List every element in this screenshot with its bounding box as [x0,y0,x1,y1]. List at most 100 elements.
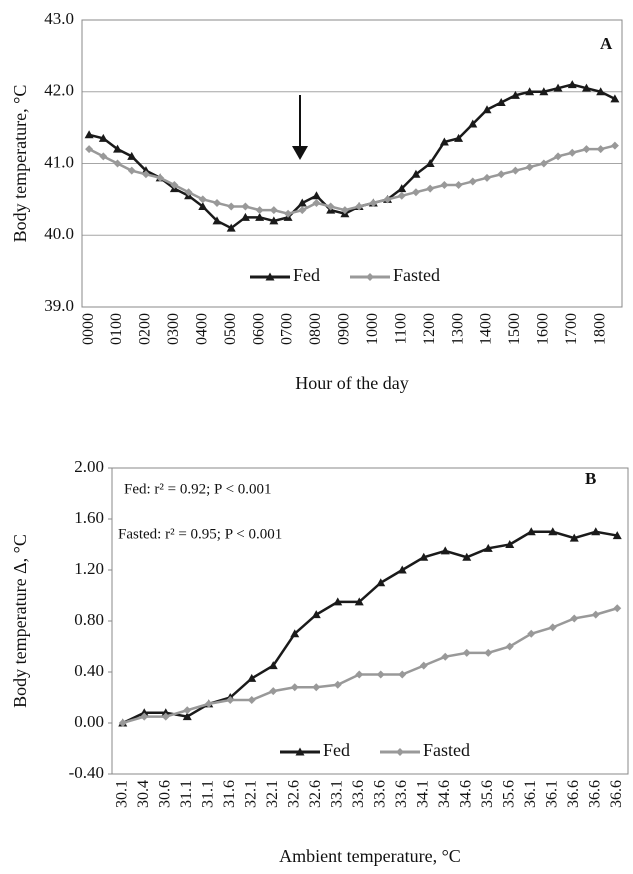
x-tick-label: 34.1 [414,780,431,808]
x-tick-label: 33.6 [350,780,367,808]
marker [240,212,250,221]
x-axis-label: Ambient temperature, °C [279,846,461,866]
marker [98,133,108,142]
legend-marker [295,747,305,756]
marker [127,166,136,175]
marker [255,212,265,221]
marker [198,195,207,204]
marker [333,597,343,606]
marker [140,712,149,721]
marker [596,87,606,96]
marker [411,188,420,197]
marker [312,683,321,692]
marker [139,708,149,717]
x-tick-label: 1600 [535,313,552,345]
x-tick-label: 1800 [591,313,608,345]
marker [161,712,170,721]
marker [567,80,577,89]
marker [376,670,385,679]
marker [505,642,514,651]
x-tick-label: 32.6 [307,780,324,808]
marker [440,546,450,555]
x-tick-label: 33.6 [393,780,410,808]
legend-marker [265,272,275,281]
legend-label: Fed [293,265,320,285]
marker [425,159,435,167]
marker [255,206,264,215]
marker [462,552,472,561]
marker [525,87,535,96]
marker [241,202,250,211]
plot-frame [111,467,629,775]
marker [141,166,151,175]
y-tick-label: 1.60 [74,508,104,527]
marker [440,181,449,190]
marker [369,198,378,207]
x-tick-label: 35.6 [500,780,517,808]
marker [539,87,549,96]
marker [581,83,591,92]
marker [247,696,256,705]
x-tick-label: 1500 [506,313,523,345]
marker [383,195,392,204]
marker [290,683,299,692]
x-tick-label: 31.1 [199,780,216,808]
x-tick-label: 1100 [392,313,409,344]
x-tick-label: 30.6 [156,780,173,808]
marker [397,565,407,574]
annotation: A [600,34,613,53]
x-tick-label: 1300 [449,313,466,345]
marker [184,188,193,197]
x-tick-label: 30.4 [135,780,152,808]
marker [213,198,221,207]
marker [510,90,520,99]
marker [127,151,137,160]
marker [511,166,520,175]
x-tick-label: 0700 [279,313,296,345]
x-tick-label: 0800 [307,313,324,345]
marker [204,699,213,708]
marker [426,184,435,193]
marker [568,148,577,157]
marker [85,145,94,154]
x-tick-label: 0600 [250,313,267,345]
marker [355,202,364,211]
x-tick-label: 0100 [108,313,125,345]
marker [441,652,450,661]
marker [398,670,407,679]
marker [553,83,563,92]
marker [212,216,222,225]
marker [333,680,342,689]
marker [284,209,293,218]
marker [269,206,278,215]
marker [226,223,236,232]
x-tick-label: 0500 [222,313,239,345]
y-tick-label: 41.0 [44,152,74,171]
marker [548,527,558,536]
y-tick-label: 0.00 [74,712,104,731]
annotation: Fasted: r² = 0.95; P < 0.001 [118,526,282,542]
marker [376,578,386,587]
marker [269,687,278,696]
marker [454,133,464,142]
marker [269,216,279,225]
x-tick-label: 1000 [364,313,381,345]
x-tick-label: 0900 [336,313,353,345]
marker [454,181,463,190]
marker [113,144,123,153]
annotation: B [585,469,596,488]
marker [268,661,278,670]
series [118,604,622,727]
x-tick-label: 34.6 [457,780,474,808]
marker [482,105,492,114]
line [122,530,618,725]
y-tick-label: -0.40 [69,763,104,782]
marker [340,206,349,215]
marker [354,597,364,606]
series [85,141,619,218]
marker [468,119,478,128]
marker [591,610,600,619]
x-tick-label: 36.6 [565,780,582,808]
x-tick-label: 0300 [165,313,182,345]
x-tick-label: 32.6 [285,780,302,808]
